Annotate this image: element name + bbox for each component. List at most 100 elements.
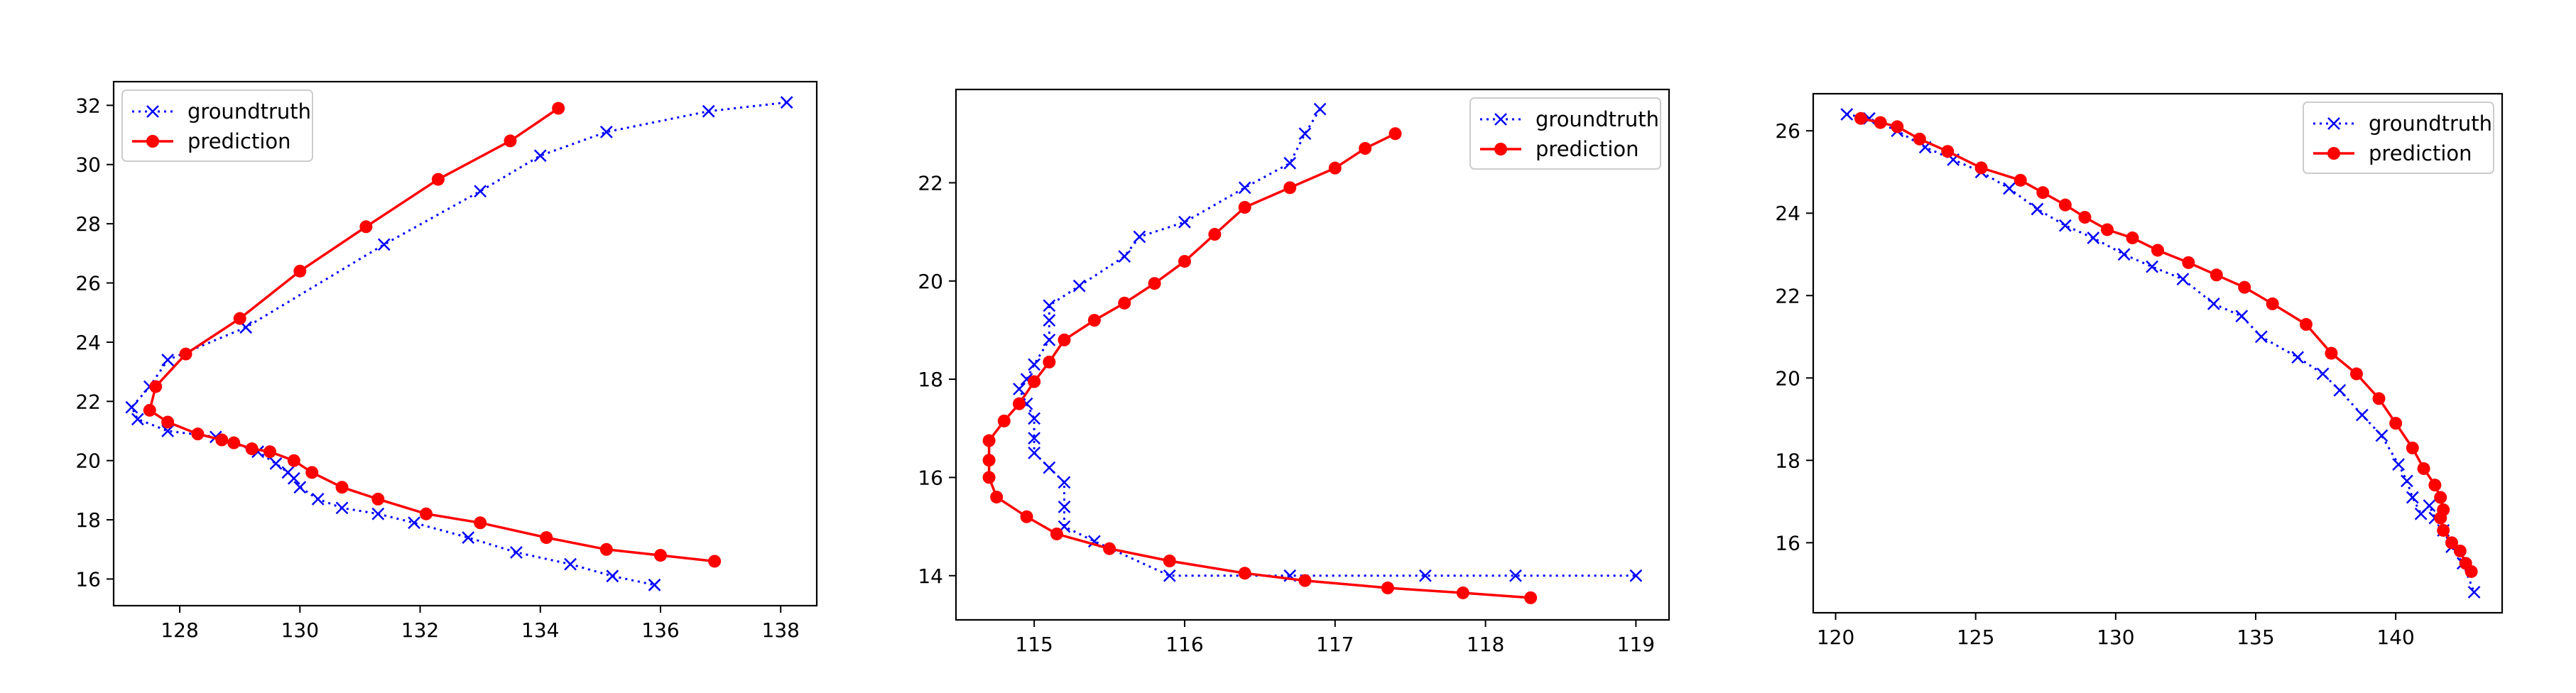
point-groundtruth: [1133, 230, 1146, 244]
point-prediction: [359, 220, 373, 234]
x-tick-label: 116: [1165, 633, 1203, 656]
point-prediction: [2036, 186, 2050, 200]
point-prediction: [263, 445, 276, 459]
x-tick-label: 117: [1316, 633, 1354, 656]
legend: groundtruth prediction: [121, 89, 313, 162]
legend-label-groundtruth: groundtruth: [2369, 111, 2492, 136]
x-tick-label: 130: [2097, 626, 2134, 649]
point-prediction: [2325, 346, 2338, 360]
point-prediction: [2372, 392, 2386, 405]
x-tick-label: 128: [161, 618, 198, 642]
point-prediction: [1028, 375, 1041, 388]
point-prediction: [708, 555, 722, 568]
point-prediction: [982, 454, 996, 467]
point-prediction: [1103, 542, 1116, 555]
point-prediction: [233, 312, 246, 325]
point-prediction: [2453, 544, 2467, 557]
y-tick-label: 24: [1775, 202, 1800, 225]
x-tick-label: 130: [281, 618, 319, 642]
point-prediction: [1891, 120, 1904, 133]
x-tick-label: 138: [762, 618, 800, 642]
point-groundtruth: [408, 516, 420, 530]
y-tick-label: 32: [75, 94, 101, 117]
point-prediction: [504, 134, 517, 148]
point-prediction: [161, 415, 175, 429]
point-prediction: [335, 481, 349, 494]
point-groundtruth: [606, 569, 619, 583]
point-prediction: [245, 442, 259, 456]
y-tick-label: 26: [75, 272, 101, 295]
y-tick-label: 20: [918, 270, 943, 293]
point-groundtruth: [1840, 108, 1854, 121]
point-prediction: [2417, 462, 2430, 475]
legend-box: [1469, 97, 1661, 170]
point-groundtruth: [2235, 310, 2249, 323]
legend-marker-groundtruth: [146, 105, 159, 118]
y-tick-label: 18: [918, 368, 943, 391]
legend-box: [121, 89, 313, 162]
y-tick-label: 30: [75, 153, 101, 177]
point-prediction: [1524, 591, 1538, 604]
legend-label-prediction: prediction: [2369, 141, 2472, 165]
point-prediction: [1913, 132, 1926, 146]
point-groundtruth: [780, 96, 793, 109]
point-prediction: [1388, 127, 1402, 141]
point-groundtruth: [2392, 458, 2405, 471]
point-groundtruth: [2291, 351, 2305, 364]
point-groundtruth: [1043, 333, 1056, 346]
point-groundtruth: [2176, 273, 2190, 285]
point-groundtruth: [1043, 461, 1056, 474]
point-groundtruth: [474, 185, 487, 198]
point-prediction: [191, 427, 205, 441]
point-groundtruth: [1013, 383, 1026, 395]
point-groundtruth: [702, 104, 715, 118]
point-groundtruth: [2406, 491, 2419, 504]
y-tick-label: 16: [75, 567, 101, 591]
y-tick-label: 22: [918, 171, 943, 195]
point-prediction: [1874, 116, 1887, 129]
point-prediction: [2126, 231, 2139, 245]
charts-root: 128 130 132 134 136 138 16 18 20 22 24 26 28 30 32 grou…: [75, 80, 2504, 656]
point-groundtruth: [2255, 330, 2268, 344]
point-prediction: [149, 380, 163, 393]
series-line-groundtruth: [130, 101, 787, 586]
point-prediction: [982, 471, 996, 484]
point-groundtruth: [2423, 499, 2436, 513]
point-groundtruth: [1028, 412, 1041, 425]
point-groundtruth: [564, 557, 577, 571]
point-groundtruth: [1118, 250, 1131, 263]
point-prediction: [143, 403, 156, 417]
legend-box: [2303, 102, 2494, 174]
legend: groundtruth prediction: [2303, 102, 2494, 174]
point-groundtruth: [1043, 314, 1056, 327]
legend: groundtruth prediction: [1469, 97, 1661, 170]
legend-marker-prediction: [1494, 143, 1507, 155]
x-tick-label: 136: [641, 618, 679, 642]
point-groundtruth: [2355, 408, 2369, 422]
point-prediction: [599, 542, 613, 556]
point-prediction: [540, 531, 553, 545]
point-groundtruth: [287, 471, 300, 485]
series-line-prediction: [987, 132, 1531, 599]
point-prediction: [1050, 527, 1063, 540]
point-prediction: [1163, 555, 1176, 567]
point-prediction: [1020, 510, 1033, 523]
point-groundtruth: [2146, 260, 2158, 273]
point-prediction: [1974, 161, 1988, 175]
y-tick-label: 20: [1775, 366, 1800, 390]
point-prediction: [431, 173, 445, 186]
point-groundtruth: [1163, 569, 1176, 582]
point-prediction: [654, 549, 667, 562]
x-tick-label: 140: [2376, 626, 2414, 649]
point-prediction: [2238, 280, 2251, 294]
series-line-groundtruth: [1847, 113, 2475, 593]
point-prediction: [1456, 586, 1469, 599]
point-prediction: [371, 492, 385, 506]
point-prediction: [1238, 201, 1251, 214]
point-groundtruth: [599, 125, 613, 138]
point-prediction: [1328, 161, 1342, 175]
point-groundtruth: [1058, 476, 1071, 489]
x-tick-label: 135: [2237, 626, 2274, 649]
point-groundtruth: [2316, 367, 2330, 381]
point-prediction: [2078, 211, 2092, 224]
